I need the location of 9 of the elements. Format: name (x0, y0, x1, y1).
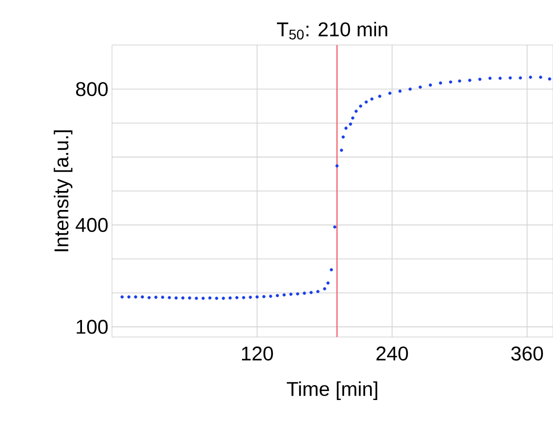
y-axis-title: Intensity [a.u.] (54, 130, 72, 252)
x-tick-label: 360 (511, 346, 543, 361)
y-tick-label: 100 (76, 320, 108, 334)
y-tick-label: 400 (76, 218, 108, 232)
chart-title: T$_{50}$: 210 min (276, 22, 388, 40)
x-tick-label: 240 (376, 346, 408, 361)
x-axis-title: Time [min] (286, 381, 378, 400)
y-tick-label: 800 (76, 82, 108, 96)
x-tick-label: 120 (242, 346, 273, 361)
